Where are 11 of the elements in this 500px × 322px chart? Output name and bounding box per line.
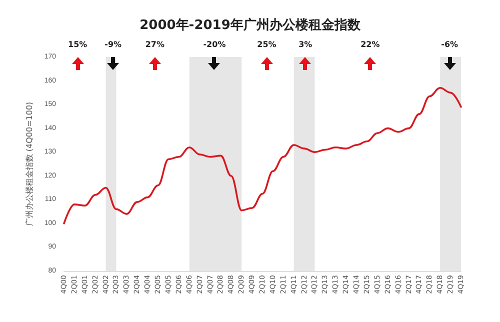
- y-axis-title: 广州办公楼租金指数 (4Q00=100): [24, 102, 34, 226]
- text: -9%: [104, 40, 122, 49]
- text: 3%: [298, 40, 312, 49]
- line-series: [63, 87, 462, 224]
- text: 27%: [145, 40, 164, 49]
- text: -20%: [203, 40, 226, 49]
- chart-title: 2000年-2019年广州办公楼租金指数: [140, 17, 362, 33]
- text: 22%: [360, 40, 380, 49]
- text: 25%: [257, 40, 276, 49]
- text: 15%: [68, 40, 88, 49]
- text: -6%: [441, 40, 458, 49]
